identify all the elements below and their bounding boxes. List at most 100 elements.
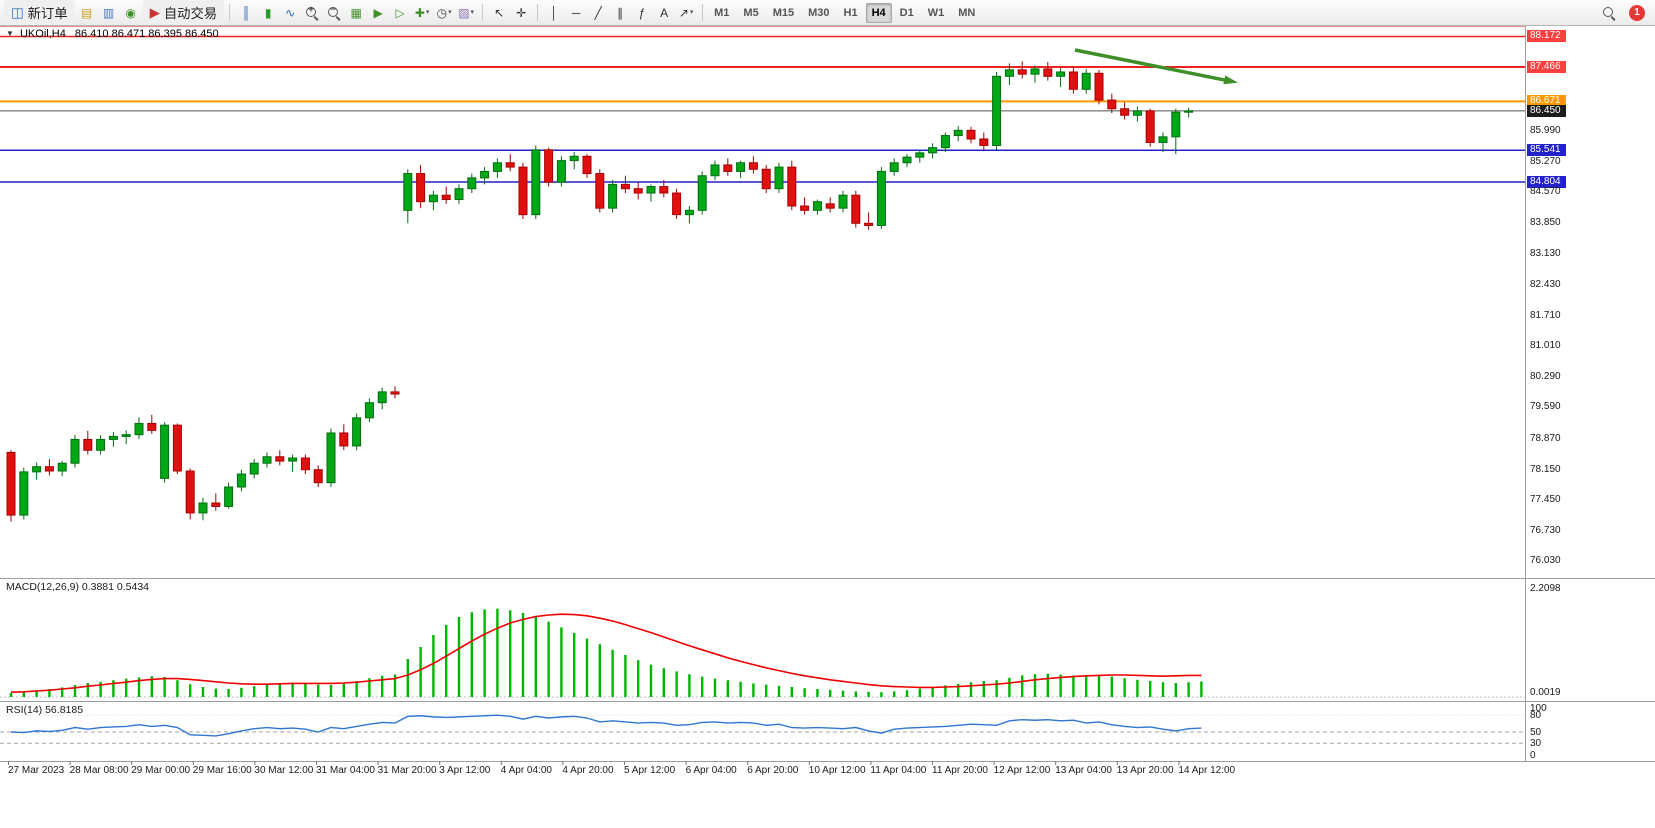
search-button[interactable] (1598, 2, 1620, 24)
zoom-out-icon[interactable]: − (323, 2, 345, 24)
trendline-icon[interactable]: ╱ (587, 2, 609, 24)
auto-trading-label: 自动交易 (163, 6, 218, 21)
candle-body (416, 173, 426, 203)
indicators-icon[interactable]: ✚ ▾ (411, 2, 433, 24)
new-order-icon: ◫ (11, 4, 24, 20)
trendline-icon: ╱ (594, 5, 602, 20)
horizontal-line-icon[interactable]: ─ (565, 2, 587, 24)
candle-body (902, 156, 912, 164)
candle-body (748, 162, 758, 170)
candle-body (531, 149, 541, 216)
candle-body (1017, 69, 1027, 75)
timeframe-D1[interactable]: D1 (899, 6, 914, 19)
candle-body (172, 424, 182, 472)
candle-body (108, 435, 118, 440)
annotation-arrow-line[interactable] (1074, 48, 1227, 83)
toolbar-group-cursor: ↖ ✛ (488, 2, 532, 24)
dropdown-arrow-icon[interactable]: ▾ (425, 9, 430, 16)
timeframe-group: M1 M5 M15 M30 H1 H4 D1 W1 MN (708, 2, 981, 23)
candle-body (505, 162, 515, 168)
line-chart-icon[interactable]: ∿ (279, 2, 301, 24)
text-icon: A (660, 5, 669, 20)
market-watch-icon[interactable]: ▤ (76, 2, 98, 24)
candle-body (1132, 110, 1142, 116)
templates-icon[interactable]: ▨ ▾ (455, 2, 477, 24)
timeframe-M5[interactable]: M5 (743, 6, 759, 19)
candle-body (1068, 71, 1078, 90)
candle-body (198, 502, 208, 514)
candle-body (672, 192, 682, 216)
horizontal-line-icon: ─ (571, 5, 581, 20)
auto-trading-icon: ▶ (149, 4, 160, 20)
crosshair-icon[interactable]: ✛ (510, 2, 532, 24)
candle-body (492, 162, 502, 172)
main-toolbar: ◫ 新订单 ▤ ▥ ◉ ▶ 自动交易 ║ ▮ ∿ + − ▦ ▶ ▷ ✚ ▾ ◷ ▾ ▨ ▾ ↖ ✛ │ ─ ╱ ∥ ƒ… (0, 0, 1655, 26)
candle-body (1158, 136, 1168, 143)
periods-icon[interactable]: ◷ ▾ (433, 2, 455, 24)
timeframe-M1[interactable]: M1 (714, 6, 730, 19)
bar-chart-icon: ║ (241, 5, 251, 20)
navigator-icon[interactable]: ◉ (120, 2, 142, 24)
toolbar-group-panels: ▤ ▥ ◉ (76, 2, 142, 24)
candle-body (1030, 68, 1040, 75)
dropdown-arrow-icon[interactable]: ▾ (470, 9, 475, 16)
candle-body (326, 432, 336, 484)
candle-body (556, 160, 566, 183)
candle-body (864, 222, 874, 226)
candle-body (787, 166, 797, 207)
new-order-label: 新订单 (27, 6, 68, 21)
bar-chart-icon[interactable]: ║ (235, 2, 257, 24)
profiles-icon: ▥ (102, 5, 115, 20)
candle-body (70, 438, 80, 464)
zoom-in-icon[interactable]: + (301, 2, 323, 24)
candle-body (454, 188, 464, 201)
text-icon[interactable]: A (653, 2, 675, 24)
candle-body (518, 166, 528, 216)
dropdown-arrow-icon[interactable]: ▾ (448, 9, 452, 16)
candle-body (1184, 110, 1194, 113)
candle-body (300, 457, 310, 471)
timeframe-H4[interactable]: H4 (865, 2, 892, 23)
candle-body (211, 502, 221, 507)
candlestick-chart-icon[interactable]: ▮ (257, 2, 279, 24)
zoom-in-icon: + (305, 5, 319, 20)
templates-icon: ▨ (458, 5, 470, 20)
macd-signal-line (10, 613, 1202, 693)
candle-body (940, 135, 950, 149)
candle-body (467, 177, 477, 190)
candle-body (428, 194, 438, 203)
notification-badge[interactable]: 1 (1629, 4, 1645, 21)
arrows-icon[interactable]: ↗ ▾ (675, 2, 697, 24)
market-watch-icon: ▤ (80, 5, 93, 20)
candle-body (684, 209, 694, 216)
candle-body (1081, 72, 1091, 90)
chart-shift-icon[interactable]: ▷ (389, 2, 411, 24)
timeframe-MN[interactable]: MN (958, 6, 976, 19)
vertical-line-icon[interactable]: │ (543, 2, 565, 24)
auto-scroll-icon: ▶ (373, 5, 383, 20)
fibonacci-icon[interactable]: ƒ (631, 2, 653, 24)
dropdown-arrow-icon[interactable]: ▾ (689, 9, 694, 16)
tile-windows-icon[interactable]: ▦ (345, 2, 367, 24)
annotation-arrowhead (1223, 75, 1238, 85)
toolbar-separator (229, 4, 231, 21)
periods-icon: ◷ (436, 5, 448, 20)
auto-trading-button[interactable]: ▶ 自动交易 (142, 0, 225, 25)
timeframe-M30[interactable]: M30 (808, 6, 830, 19)
profiles-icon[interactable]: ▥ (98, 2, 120, 24)
channel-icon[interactable]: ∥ (609, 2, 631, 24)
candle-body (1171, 111, 1181, 138)
candle-body (185, 470, 195, 514)
candle-body (633, 188, 643, 194)
cursor-icon: ↖ (494, 5, 505, 20)
auto-scroll-icon[interactable]: ▶ (367, 2, 389, 24)
candle-body (761, 168, 771, 190)
new-order-button[interactable]: ◫ 新订单 (4, 0, 75, 25)
rsi-line (10, 714, 1202, 737)
candle-body (1120, 108, 1130, 116)
timeframe-M15[interactable]: M15 (772, 6, 795, 19)
cursor-icon[interactable]: ↖ (488, 2, 510, 24)
timeframe-W1[interactable]: W1 (927, 6, 945, 19)
timeframe-H1[interactable]: H1 (843, 6, 858, 19)
